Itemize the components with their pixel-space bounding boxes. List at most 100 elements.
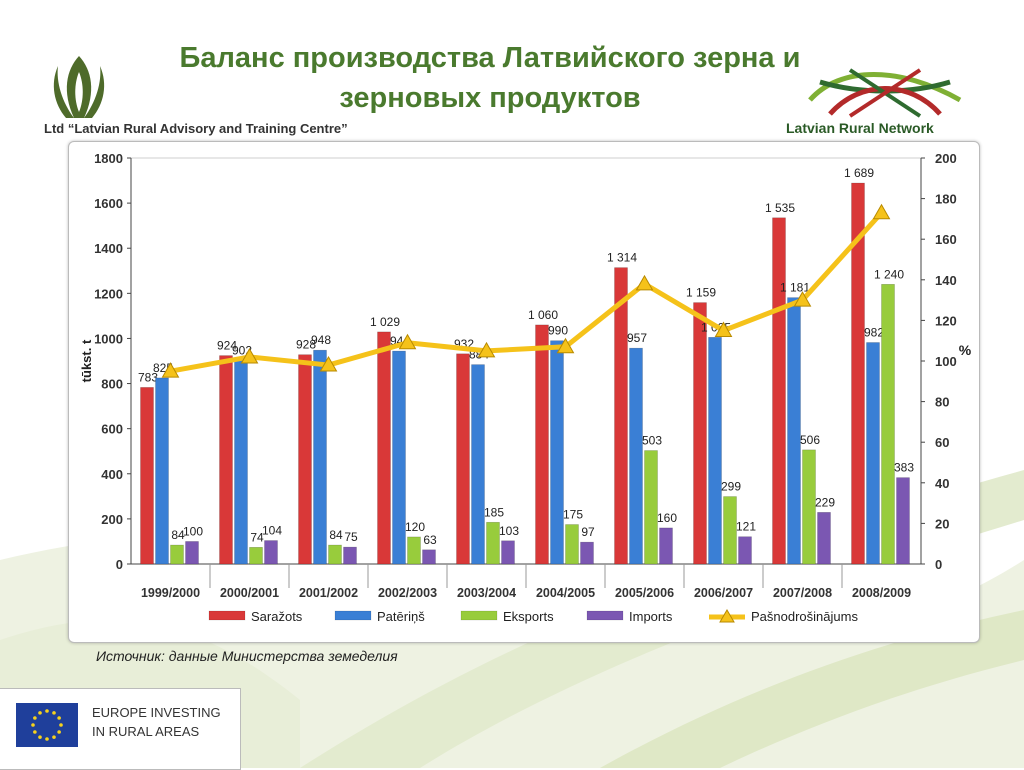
title-line-1: Баланс производства Латвийского зерна и [179,42,801,74]
x-tick-label: 2000/2001 [220,586,279,600]
bar-imports [343,546,357,565]
legend-imports-swatch [586,610,624,621]
line-point [319,356,338,372]
bar-saražots [772,217,786,565]
x-tick-label: 2006/2007 [694,586,753,600]
y-tick-label: 1000 [94,331,123,346]
bar-saražots [851,182,865,565]
data-label-eksports: 506 [800,433,820,447]
bar-imports [580,541,594,565]
bar-paterins [471,364,485,565]
bar-eksports [407,536,421,565]
line-point [872,203,891,220]
line-pasnodrosinajums [170,211,884,374]
y-tick-label: 600 [101,422,123,437]
data-label-imports: 97 [581,525,595,539]
y2-axis-title: % [959,342,972,358]
y-tick-label: 1400 [94,241,123,256]
x-tick-label: 2005/2006 [615,586,674,600]
line-point [477,341,496,358]
bar-saražots [377,331,391,565]
data-label-saražots: 1 314 [607,251,637,265]
data-label-eksports: 299 [721,480,741,494]
bar-eksports [328,544,342,565]
bar-saražots [219,355,233,565]
legend-eksports-swatch [460,610,498,621]
data-label-saražots: 1 029 [370,315,400,329]
page-title: Баланс производства Латвийского зерна и … [130,38,850,118]
eu-flag-icon [16,703,78,747]
data-label-eksports: 1 240 [874,267,904,281]
bar-saražots [535,324,549,565]
data-label-paterins: 1 181 [780,281,810,295]
data-label-saražots: 1 159 [686,286,716,300]
legend-imports-label: Imports [629,609,673,624]
legend-paterins-swatch [334,610,372,621]
data-label-imports: 100 [183,524,203,538]
line-point [635,274,654,291]
data-label-eksports: 84 [329,528,343,542]
bar-paterins [392,350,406,565]
y-tick-label: 800 [101,377,123,392]
data-label-imports: 229 [815,495,835,509]
bar-paterins [708,337,722,565]
y2-tick-label: 40 [935,476,949,491]
y2-tick-label: 0 [935,557,942,572]
line-point [556,337,575,354]
bar-imports [422,549,436,565]
data-label-eksports: 185 [484,505,504,519]
eu-badge: EUROPE INVESTING IN RURAL AREAS [0,688,241,770]
legend-sarazots-label: Saražots [251,609,303,624]
data-label-imports: 121 [736,520,756,534]
y-tick-label: 200 [101,512,123,527]
bar-paterins [234,360,248,565]
y-tick-label: 400 [101,467,123,482]
eu-line-2: IN RURAL AREAS [92,724,200,739]
data-label-imports: 383 [894,461,914,475]
rural-network-name: Latvian Rural Network [786,120,934,136]
y-axis-title: tūkst. t [79,339,94,382]
rural-network-logo-icon [808,68,962,118]
bar-paterins [550,340,564,565]
y2-tick-label: 60 [935,435,949,450]
y2-tick-label: 200 [935,151,957,166]
x-tick-label: 2002/2003 [378,586,437,600]
x-tick-label: 2001/2002 [299,586,358,600]
bar-imports [896,477,910,565]
advisory-centre-name: Ltd “Latvian Rural Advisory and Training… [44,121,348,136]
x-tick-label: 2003/2004 [457,586,516,600]
y-tick-label: 1800 [94,151,123,166]
bar-imports [738,536,752,565]
balance-chart: 0 200 400 600 800 1000 1200 1400 1600 1800 0 20 40 60… [79,151,972,624]
line-point [714,321,733,338]
source-note: Источник: данные Министерства земеделия [96,648,398,664]
bar-eksports [644,450,658,565]
data-label-paterins: 990 [548,324,568,338]
bar-imports [817,512,831,565]
bar-eksports [565,524,579,565]
bar-imports [264,540,278,565]
bar-paterins [787,297,801,565]
data-label-eksports: 74 [250,530,264,544]
bar-saražots [140,387,154,565]
bar-saražots [614,267,628,565]
bar-eksports [802,449,816,565]
line-point [398,333,417,350]
data-label-saražots: 1 060 [528,308,558,322]
bar-imports [659,527,673,565]
bar-saražots [298,354,312,565]
data-label-saražots: 783 [138,370,158,384]
y-tick-label: 0 [116,557,123,572]
data-label-saražots: 928 [296,338,316,352]
bar-saražots [693,302,707,565]
data-label-saražots: 1 535 [765,201,795,215]
legend-paterins-label: Patēriņš [377,609,425,624]
advisory-centre-logo-icon [53,56,105,118]
data-label-eksports: 120 [405,520,425,534]
y2-tick-label: 180 [935,192,957,207]
bar-imports [501,540,515,565]
x-tick-label: 2004/2005 [536,586,595,600]
data-label-imports: 63 [423,533,437,547]
bar-paterins [866,342,880,565]
bar-eksports [486,521,500,565]
